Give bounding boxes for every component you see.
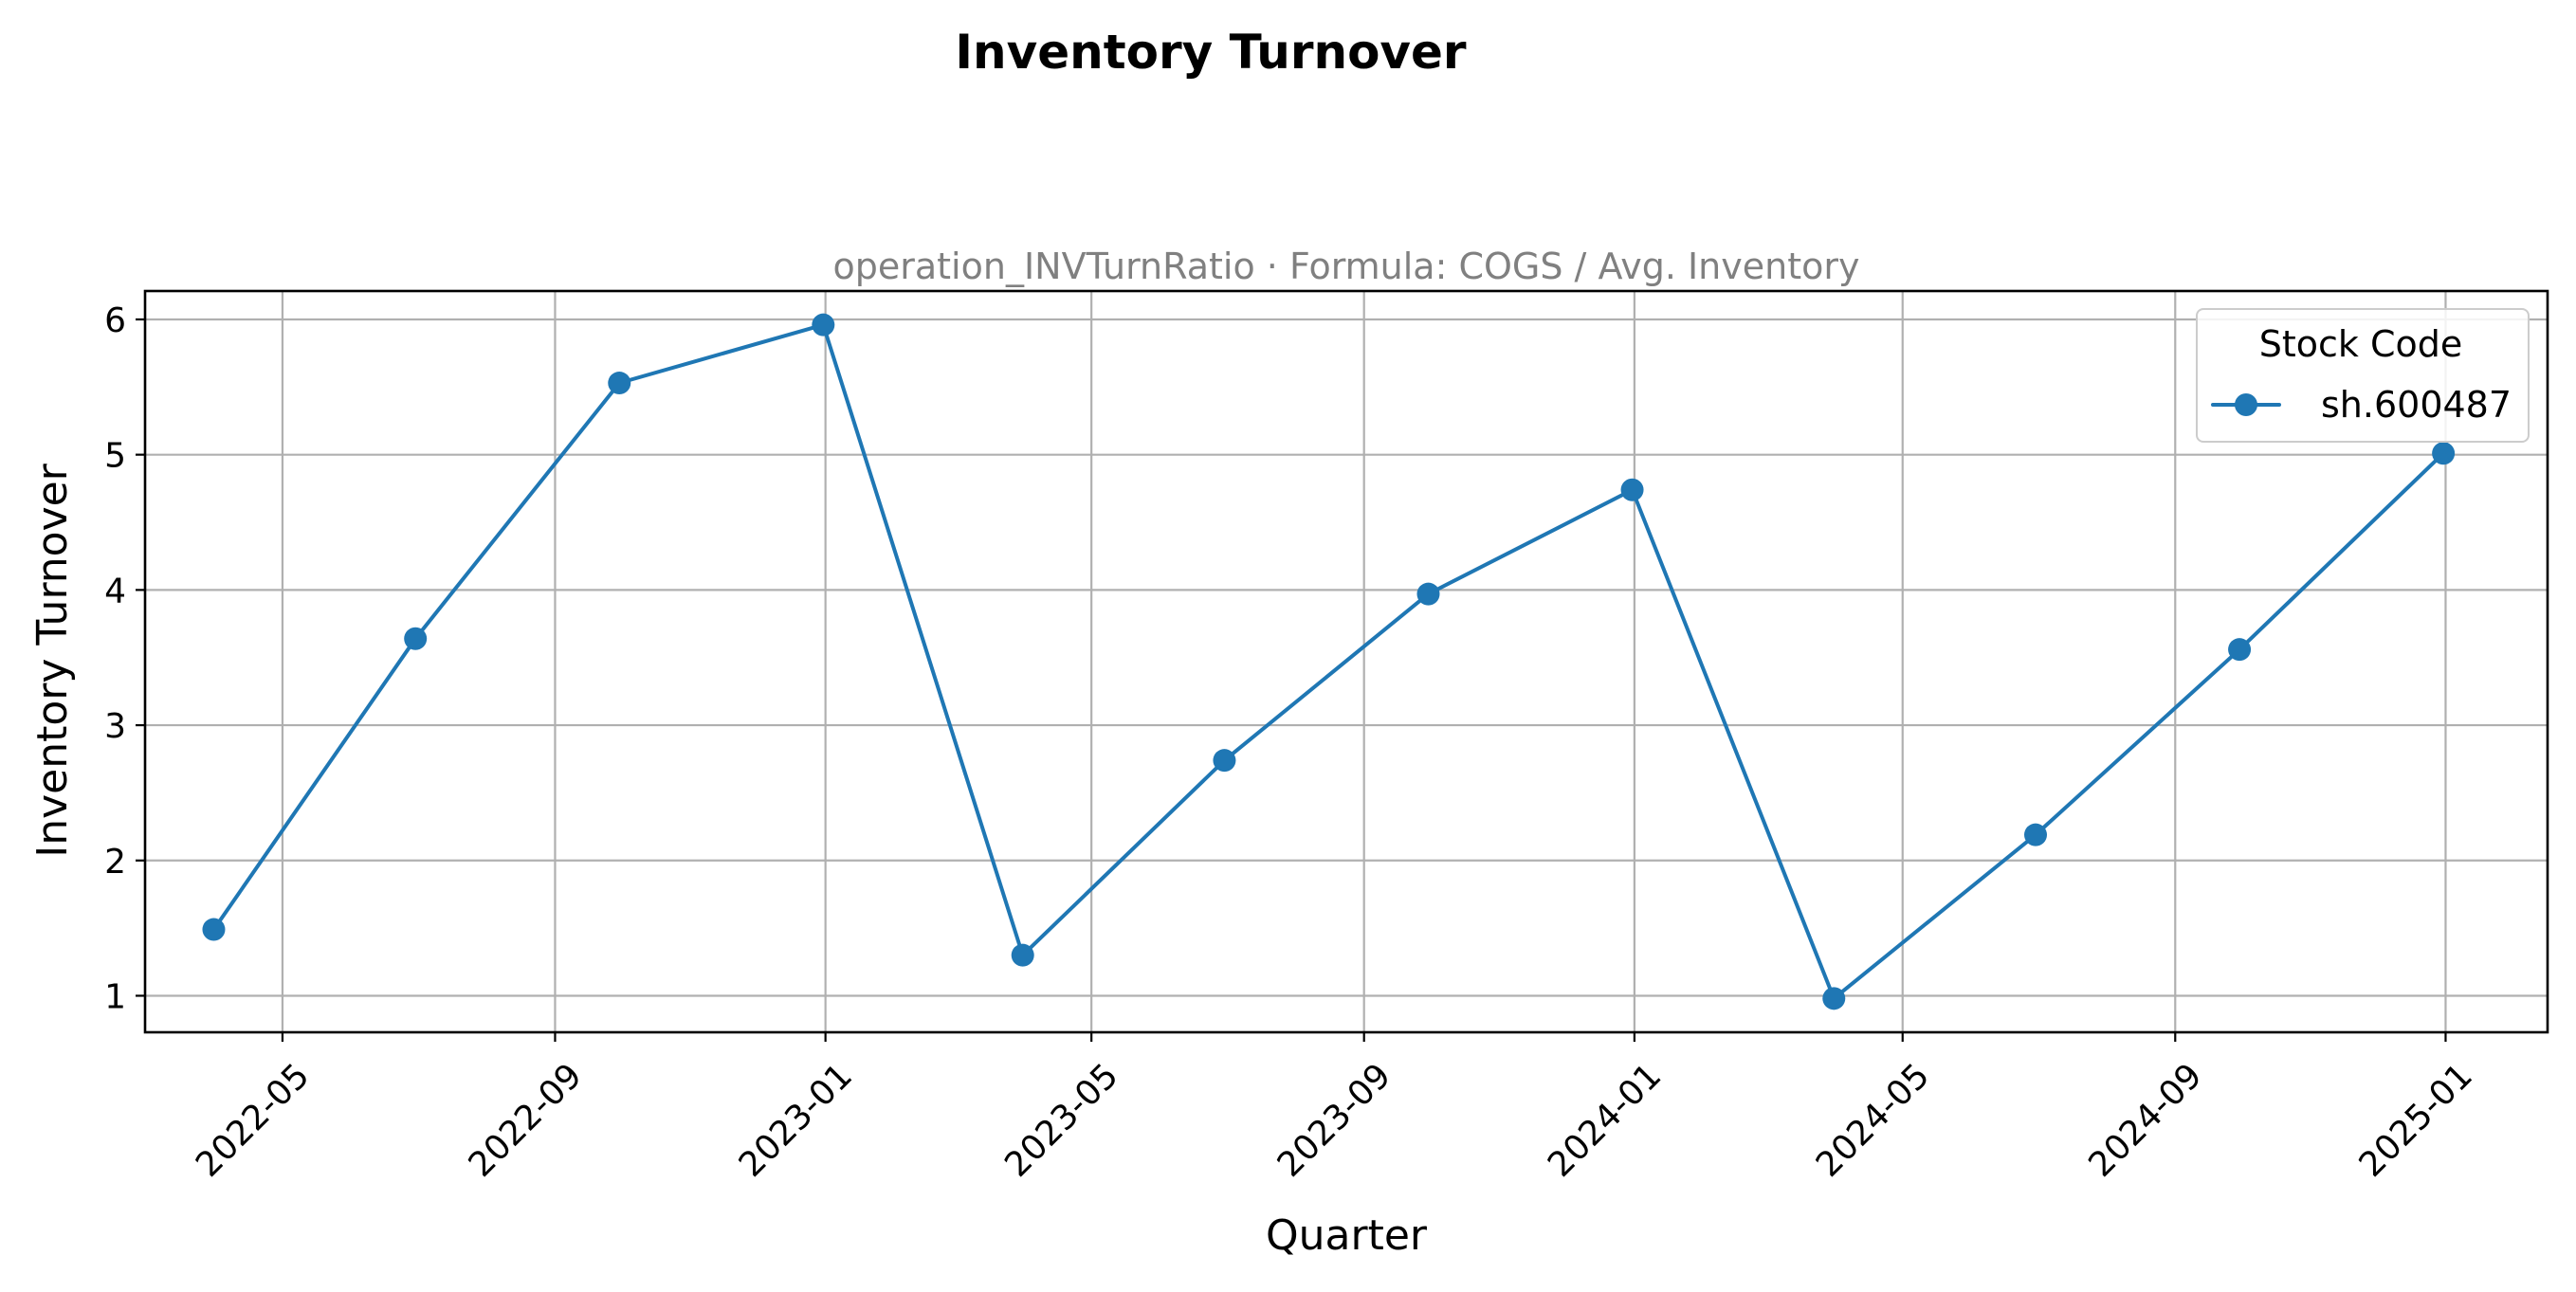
- plot-frame: [143, 289, 2549, 1034]
- y-axis-label: Inventory Turnover: [28, 463, 77, 857]
- data-point: [2228, 638, 2252, 662]
- grid: [145, 291, 2548, 1032]
- y-tick-label: 4: [104, 572, 126, 610]
- data-point: [202, 918, 226, 941]
- chart-subtitle: operation_INVTurnRatio · Formula: COGS /…: [833, 246, 1860, 287]
- series-line: [211, 322, 2446, 1001]
- legend: Stock Code sh.600487: [2196, 308, 2530, 443]
- legend-box: [2196, 308, 2530, 443]
- legend-series-marker: [2235, 393, 2257, 416]
- series-layer: [202, 313, 2456, 1010]
- figure-title: Inventory Turnover: [955, 25, 1467, 80]
- y-tick-label: 1: [104, 977, 126, 1016]
- x-axis-label: Quarter: [1266, 1211, 1428, 1260]
- data-point: [608, 372, 631, 395]
- data-point: [1213, 749, 1236, 773]
- data-point: [1620, 478, 1644, 501]
- data-point: [2024, 823, 2048, 846]
- y-axis: 1 2 3 4 5 6: [104, 301, 145, 1016]
- legend-series-label: sh.600487: [2321, 384, 2512, 426]
- data-point: [1011, 943, 1034, 967]
- legend-title: Stock Code: [2259, 323, 2463, 365]
- data-point: [404, 627, 428, 650]
- y-tick-label: 2: [104, 843, 126, 882]
- data-point: [2432, 442, 2456, 465]
- y-tick-label: 5: [104, 437, 126, 476]
- data-point: [1416, 582, 1440, 606]
- data-point: [812, 313, 835, 337]
- y-tick-label: 3: [104, 707, 126, 746]
- y-tick-label: 6: [104, 301, 126, 340]
- data-point: [1822, 987, 1846, 1010]
